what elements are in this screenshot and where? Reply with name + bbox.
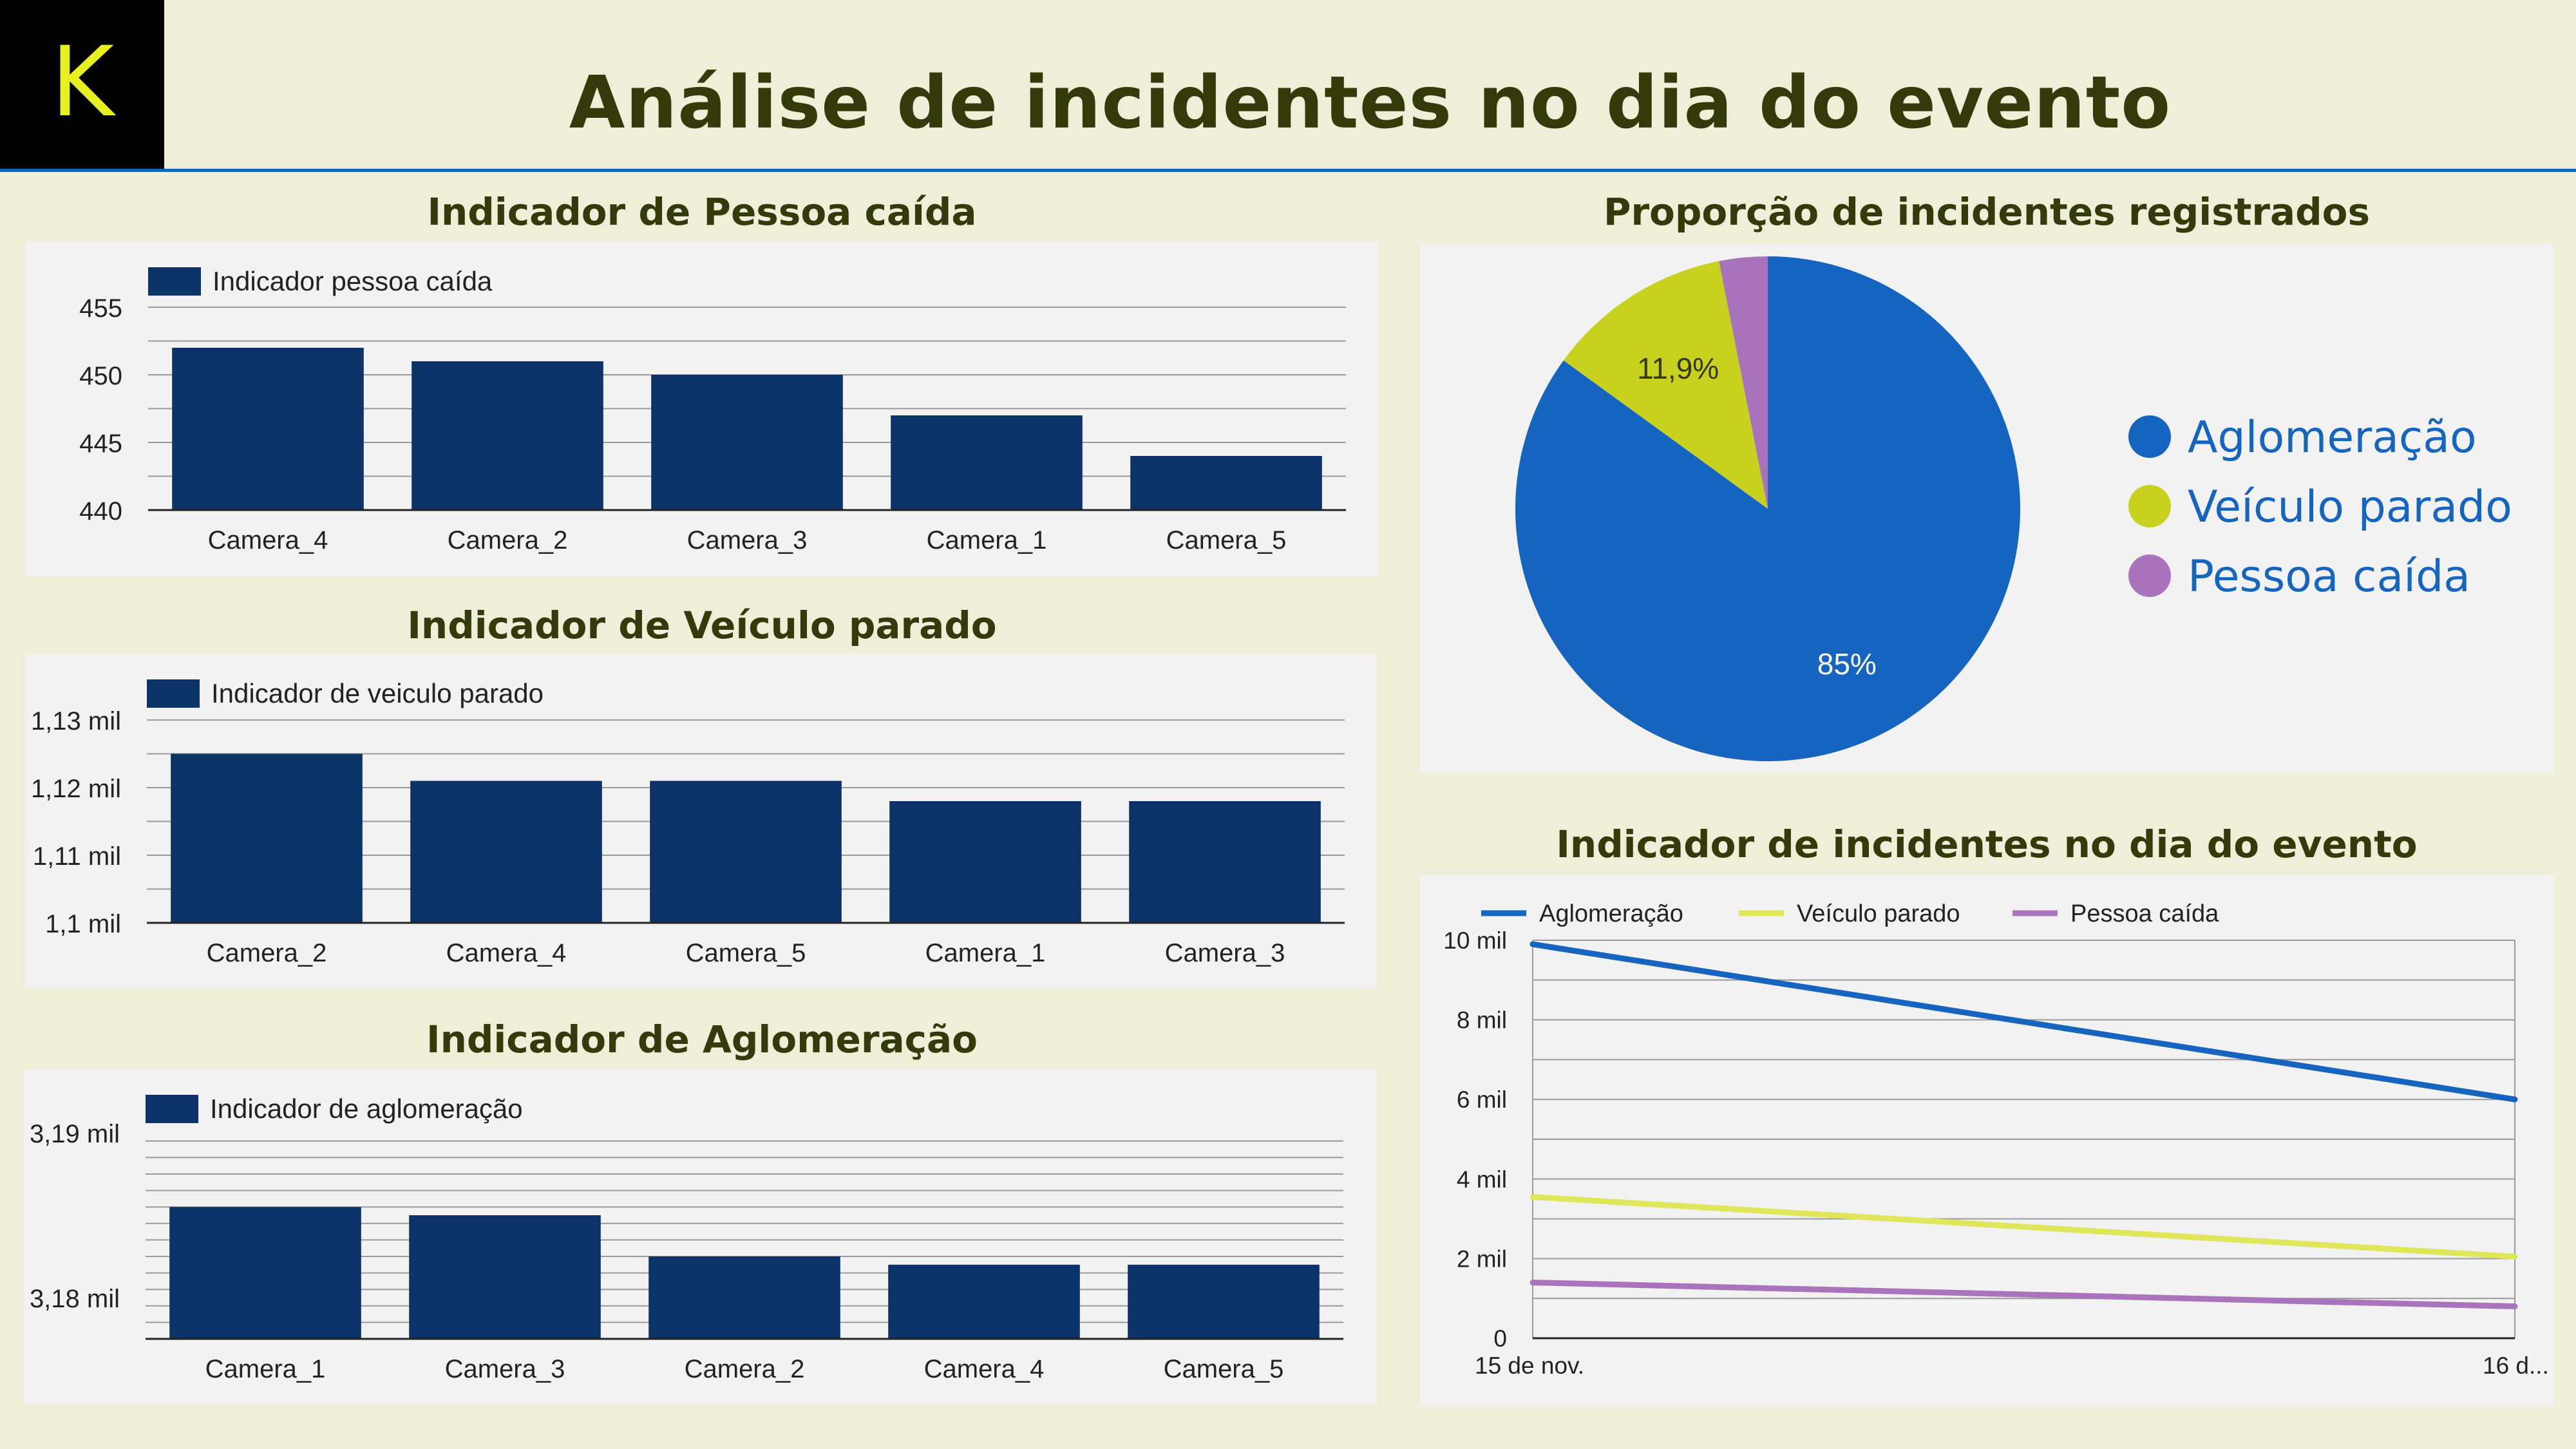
series-line: [1530, 1194, 2518, 1260]
bar: [891, 415, 1083, 510]
pessoa-chart-card: 440 445 450 455 Camera_4 Camera_2 Camera_3 Came…: [26, 242, 1378, 576]
proporcao-chart-title: Proporção de incidentes registrados: [1603, 190, 2371, 234]
x-tick-label: Camera_3: [1165, 939, 1285, 967]
legend-label: Pessoa caída: [2070, 900, 2219, 927]
y-tick-label: 3,19 mil: [30, 1120, 120, 1148]
pie-data-label: 11,9%: [1637, 352, 1719, 385]
bar: [1128, 1264, 1320, 1339]
y-tick-label: 445: [79, 430, 122, 458]
incidentes-line-chart: 0 2 mil 4 mil 6 mil 8 mil 10 mil 15 de nov. 16 …: [1443, 900, 2549, 1379]
logo-k-icon: K: [50, 36, 116, 133]
legend-label: Aglomeração: [1539, 900, 1683, 927]
aglomeracao-chart-card: 3,18 mil 3,19 mil Camera_1 Camera_3 Camera_2…: [23, 1069, 1377, 1404]
logo-letter: K: [50, 36, 116, 133]
pie-data-label: 85%: [1817, 647, 1877, 681]
y-tick-label: 4 mil: [1457, 1166, 1507, 1193]
bar: [1130, 456, 1322, 510]
x-tick-label: 15 de nov.: [1475, 1352, 1584, 1379]
y-tick-label: 1,1 mil: [45, 910, 121, 938]
x-tick-label: Camera_5: [686, 939, 806, 967]
header-divider: [0, 169, 2576, 172]
y-tick-label: 2 mil: [1457, 1245, 1507, 1272]
bar: [409, 1215, 601, 1339]
bar: [169, 1207, 361, 1339]
legend-swatch: [148, 267, 201, 296]
x-tick-label: Camera_4: [446, 939, 567, 967]
x-tick-label: Camera_1: [927, 526, 1047, 554]
bar: [410, 781, 602, 923]
pessoa-bar-chart: 440 445 450 455 Camera_4 Camera_2 Camera_3 Came…: [79, 266, 1346, 554]
veiculo-chart-card: 1,1 mil 1,11 mil 1,12 mil 1,13 mil Camera_2 C…: [24, 654, 1377, 989]
pie-slice: [1563, 261, 1768, 509]
pie-chart-card: 85% 11,9% Aglomeração Veículo parado Pessoa …: [1420, 243, 2553, 773]
x-tick-label: Camera_3: [687, 526, 808, 554]
bar: [651, 375, 843, 510]
y-tick-label: 6 mil: [1457, 1086, 1507, 1113]
x-tick-label: Camera_2: [448, 526, 568, 554]
x-tick-label: Camera_1: [205, 1355, 326, 1383]
y-tick-label: 455: [79, 294, 122, 323]
y-tick-label: 440: [79, 497, 122, 526]
legend-label: Indicador pessoa caída: [213, 266, 493, 296]
y-tick-label: 10 mil: [1443, 927, 1507, 954]
pessoa-chart-title: Indicador de Pessoa caída: [427, 190, 977, 234]
bar: [649, 1256, 840, 1339]
legend-label: Aglomeração: [2188, 412, 2477, 463]
y-tick-label: 0: [1493, 1325, 1507, 1352]
legend-label: Veículo parado: [2188, 482, 2512, 533]
logo: K: [0, 0, 164, 169]
bar: [650, 781, 842, 923]
legend-marker: [2128, 415, 2171, 458]
x-tick-label: Camera_3: [445, 1355, 565, 1383]
x-tick-label: Camera_1: [925, 939, 1046, 967]
legend-swatch: [147, 679, 200, 708]
veiculo-bar-chart: 1,1 mil 1,11 mil 1,12 mil 1,13 mil Camera_2 C…: [31, 678, 1345, 967]
x-tick-label: Camera_5: [1164, 1355, 1284, 1383]
bar: [888, 1264, 1080, 1339]
bar: [172, 348, 364, 510]
y-tick-label: 8 mil: [1457, 1007, 1507, 1034]
aglomeracao-bar-chart: 3,18 mil 3,19 mil Camera_1 Camera_3 Camera_2…: [30, 1094, 1343, 1383]
legend-marker: [2128, 554, 2171, 597]
x-tick-label: Camera_5: [1166, 526, 1287, 554]
y-tick-label: 1,12 mil: [31, 775, 121, 803]
bar: [1129, 801, 1321, 923]
x-tick-label: Camera_2: [685, 1355, 805, 1383]
x-tick-label: Camera_4: [208, 526, 328, 554]
bar: [171, 753, 363, 923]
bar: [889, 801, 1081, 923]
proporcao-pie-chart: 85% 11,9% Aglomeração Veículo parado Pessoa …: [1515, 256, 2512, 761]
legend-label: Veículo parado: [1797, 900, 1960, 927]
legend-marker: [2128, 485, 2171, 527]
y-tick-label: 450: [79, 362, 122, 390]
legend-swatch: [146, 1095, 198, 1123]
y-tick-label: 3,18 mil: [30, 1285, 120, 1313]
x-tick-label: Camera_4: [924, 1355, 1045, 1383]
y-tick-label: 1,11 mil: [33, 842, 121, 871]
legend-label: Pessoa caída: [2188, 551, 2470, 602]
aglomeracao-chart-title: Indicador de Aglomeração: [426, 1018, 978, 1061]
x-tick-label: 16 d...: [2483, 1352, 2549, 1379]
bar: [412, 361, 603, 510]
series-line: [1530, 941, 2518, 1103]
y-tick-label: 1,13 mil: [31, 707, 121, 735]
legend-label: Indicador de aglomeração: [210, 1094, 523, 1124]
pie-slice: [1719, 256, 1768, 509]
series-line: [1530, 1279, 2518, 1310]
page-title: Análise de incidentes no dia do evento: [569, 61, 2172, 145]
veiculo-chart-title: Indicador de Veículo parado: [407, 603, 997, 647]
incidentes-chart-title: Indicador de incidentes no dia do evento: [1556, 822, 2418, 866]
legend-label: Indicador de veiculo parado: [211, 678, 544, 708]
line-chart-card: 0 2 mil 4 mil 6 mil 8 mil 10 mil 15 de nov. 16 …: [1420, 875, 2553, 1406]
x-tick-label: Camera_2: [207, 939, 327, 967]
